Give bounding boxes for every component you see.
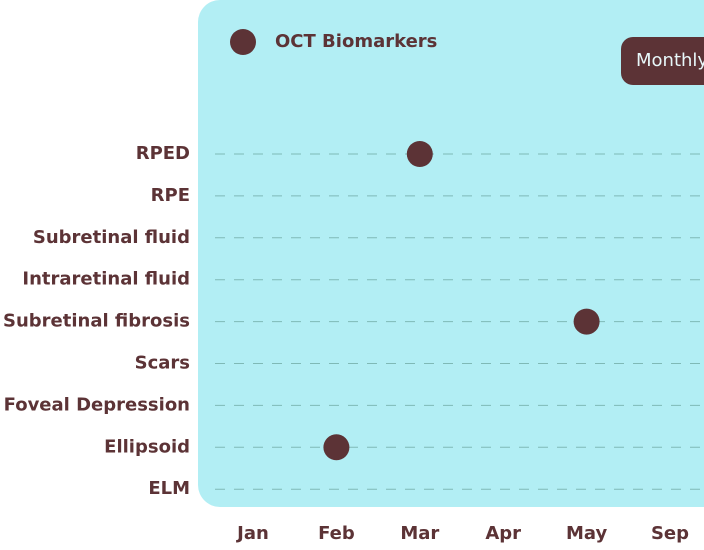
x-tick-label: Feb <box>318 523 355 544</box>
y-tick-label: Scars <box>135 353 190 374</box>
legend-label: OCT Biomarkers <box>275 31 437 52</box>
x-tick-label: Jan <box>235 523 269 544</box>
y-tick-label: Ellipsoid <box>104 436 190 457</box>
y-tick-label: ELM <box>148 478 190 499</box>
x-tick-label: Sep <box>651 523 689 544</box>
data-point <box>323 434 350 461</box>
period-button-label[interactable]: Monthly <box>636 50 704 71</box>
x-tick-label: Mar <box>400 523 439 544</box>
y-tick-label: Subretinal fibrosis <box>3 311 190 332</box>
period-button[interactable] <box>621 37 704 85</box>
y-tick-label: Subretinal fluid <box>33 227 190 248</box>
data-point <box>573 308 600 335</box>
y-tick-label: Foveal Depression <box>4 394 190 415</box>
y-tick-label: RPE <box>151 185 190 206</box>
data-point <box>406 141 433 167</box>
y-tick-label: RPED <box>136 143 190 164</box>
legend-marker <box>230 29 256 55</box>
x-tick-label: May <box>566 523 608 544</box>
y-tick-label: Intraretinal fluid <box>22 269 190 290</box>
x-tick-label: Apr <box>485 523 521 544</box>
panel <box>198 0 704 507</box>
